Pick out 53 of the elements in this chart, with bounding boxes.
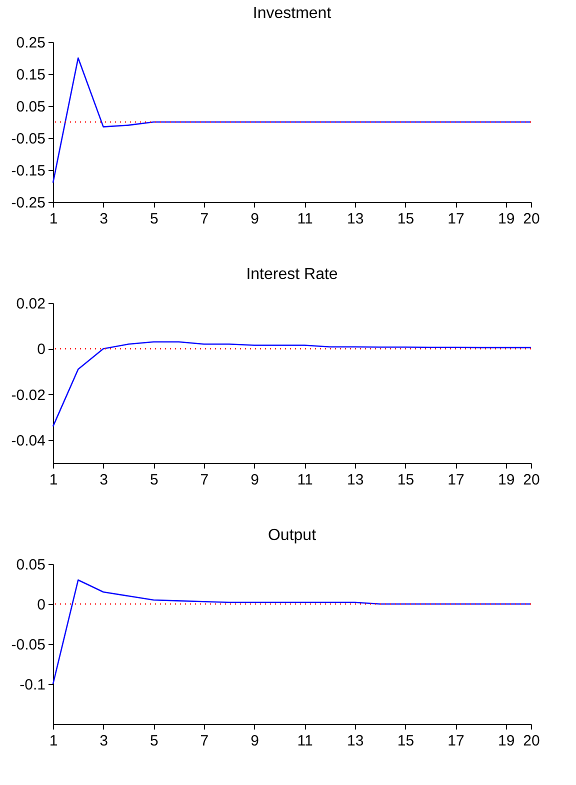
chart-title: Output: [268, 527, 317, 544]
x-tick-label: 15: [397, 732, 414, 750]
x-tick-label: 19: [498, 210, 515, 228]
x-tick-label: 15: [397, 210, 414, 228]
x-tick-label: 5: [150, 732, 158, 750]
x-tick-label: 15: [397, 472, 414, 488]
x-tick-label: 9: [250, 210, 259, 228]
x-tick-label: 19: [498, 472, 515, 488]
x-tick-label: 3: [100, 472, 108, 488]
x-tick-label: 7: [200, 472, 209, 488]
y-tick-label: -0.02: [11, 386, 46, 404]
y-tick-label: 0.05: [16, 98, 46, 116]
x-tick-label: 11: [297, 472, 313, 488]
x-tick-label: 17: [448, 210, 464, 228]
chart-title: Interest Rate: [246, 266, 338, 283]
x-tick-label: 7: [200, 210, 209, 228]
y-tick-label: -0.1: [20, 676, 46, 694]
y-tick-label: 0.02: [16, 296, 46, 312]
x-tick-label: 13: [347, 732, 364, 750]
x-tick-label: 17: [448, 472, 464, 488]
x-tick-label: 3: [100, 732, 108, 750]
x-tick-label: 5: [150, 210, 158, 228]
y-tick-label: 0: [37, 341, 46, 358]
x-tick-label: 11: [297, 210, 313, 228]
chart-title: Investment: [252, 5, 332, 22]
x-tick-label: 1: [49, 210, 58, 228]
x-tick-label: 17: [448, 732, 464, 750]
x-tick-label: 20: [523, 210, 540, 228]
x-tick-label: 1: [49, 732, 58, 750]
x-tick-label: 11: [297, 732, 313, 750]
x-tick-label: 13: [347, 210, 364, 228]
x-tick-label: 13: [347, 472, 364, 488]
y-tick-label: -0.25: [11, 194, 46, 212]
x-tick-label: 19: [498, 732, 515, 750]
y-tick-label: -0.05: [11, 636, 46, 654]
y-tick-label: 0.25: [16, 34, 46, 52]
line-series: [52, 579, 532, 685]
x-tick-label: 20: [523, 732, 540, 750]
y-tick-label: 0: [37, 596, 46, 614]
y-tick-label: -0.15: [11, 162, 46, 180]
x-tick-label: 9: [250, 472, 259, 488]
x-tick-label: 7: [200, 732, 209, 750]
x-tick-label: 1: [49, 472, 58, 488]
y-tick-label: 0.05: [16, 556, 46, 574]
y-tick-label: -0.05: [11, 130, 46, 148]
line-series: [52, 57, 532, 184]
x-tick-label: 3: [100, 210, 108, 228]
line-series: [52, 341, 532, 428]
y-tick-label: -0.04: [11, 432, 46, 450]
x-tick-label: 5: [150, 472, 158, 488]
y-tick-label: 0.15: [16, 66, 46, 84]
x-tick-label: 20: [523, 472, 540, 488]
x-tick-label: 9: [250, 732, 259, 750]
